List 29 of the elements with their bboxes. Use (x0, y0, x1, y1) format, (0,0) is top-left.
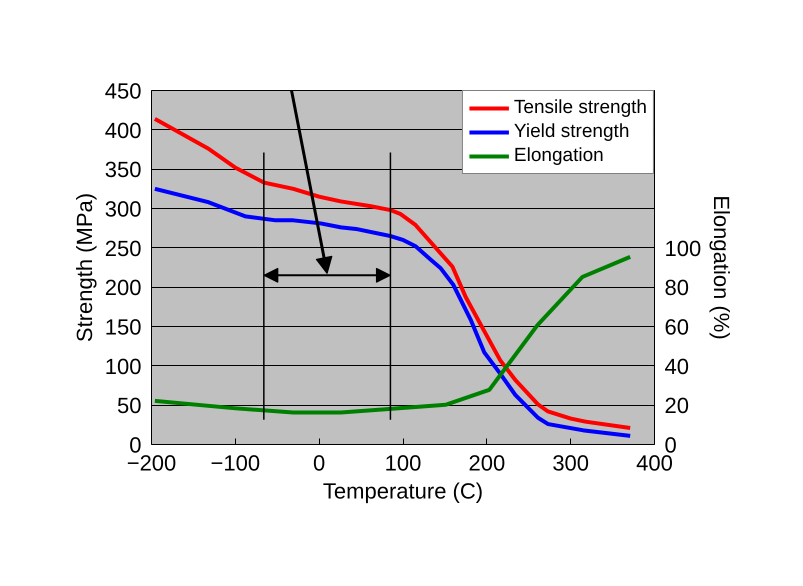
x-tick-label: −100 (210, 450, 260, 476)
y2-axis-title: Elongation (%) (709, 195, 734, 340)
y2-tick-label: 20 (664, 393, 689, 418)
legend-label: Yield strength (514, 121, 630, 143)
y-axis-title: Strength (MPa) (72, 192, 97, 342)
legend-label: Elongation (514, 145, 604, 167)
x-tick-label: 0 (313, 450, 326, 476)
y2-tick-label: 80 (664, 275, 689, 300)
y-tick-label: 400 (104, 118, 142, 143)
y-tick-label: 200 (104, 275, 142, 300)
y-tick-label: 50 (117, 393, 142, 418)
y-tick-label: 0 (129, 432, 142, 458)
y-tick-label: 100 (104, 354, 142, 379)
y2-tick-label: 100 (664, 236, 702, 261)
x-axis-title: Temperature (C) (322, 478, 484, 504)
x-tick-label: 100 (384, 450, 422, 476)
x-tick-label: 200 (468, 450, 506, 476)
y-tick-label: 150 (104, 314, 142, 340)
line-series (152, 254, 632, 414)
y-tick-label: 250 (104, 236, 142, 261)
legend-label: Tensile strength (514, 97, 647, 119)
y2-tick-label: 40 (664, 354, 689, 379)
line-series (152, 116, 632, 430)
x-tick-label: 300 (552, 450, 590, 476)
y-tick-label: 450 (104, 78, 142, 104)
y-tick-label: 300 (104, 196, 142, 222)
y2-tick-label: 60 (664, 314, 689, 340)
y-tick-label: 350 (104, 157, 142, 182)
line-series (152, 186, 632, 438)
